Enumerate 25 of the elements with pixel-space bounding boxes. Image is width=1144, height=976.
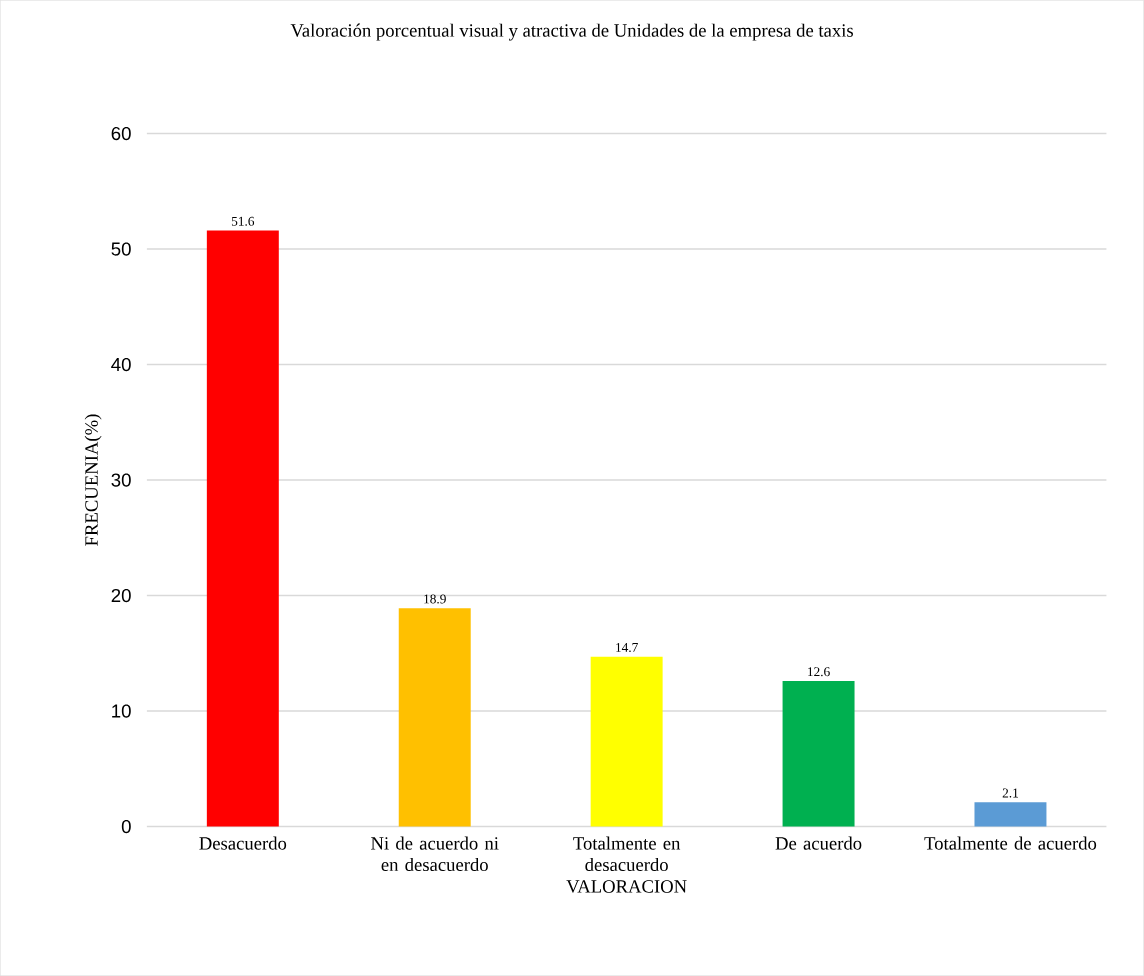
bar bbox=[398, 608, 471, 827]
y-axis-title: FRECUENIA(%) bbox=[84, 414, 102, 546]
x-tick-label: Totalmente de acuerdo bbox=[924, 836, 1097, 850]
x-tick-label: De acuerdo bbox=[775, 836, 862, 850]
x-axis-title: VALORACION bbox=[566, 880, 687, 893]
y-tick-label: 10 bbox=[112, 704, 131, 718]
bar bbox=[782, 680, 855, 827]
y-tick-label: 30 bbox=[111, 473, 131, 487]
x-tick-label: Desacuerdo bbox=[199, 836, 287, 850]
x-tick-label: Ni de acuerdo ni en desacuerdo bbox=[371, 836, 499, 871]
y-tick-label: 0 bbox=[121, 819, 131, 834]
data-label: 18.9 bbox=[424, 594, 446, 604]
data-label: 51.6 bbox=[231, 216, 255, 226]
y-tick-label: 60 bbox=[111, 126, 131, 141]
data-label: 12.6 bbox=[808, 667, 830, 677]
y-tick-label: 40 bbox=[111, 357, 131, 372]
bar bbox=[206, 230, 279, 827]
data-label: 2.1 bbox=[1002, 788, 1018, 798]
y-tick-label: 50 bbox=[111, 242, 131, 256]
y-tick-label: 20 bbox=[111, 588, 131, 603]
bar bbox=[974, 802, 1047, 827]
x-tick-label: Totalmente en desacuerdo bbox=[573, 836, 681, 871]
bar bbox=[590, 656, 663, 827]
data-label: 14.7 bbox=[616, 643, 638, 653]
chart-title: Valoración porcentual visual y atractiva de Unidades de la empresa de taxis bbox=[290, 23, 853, 41]
